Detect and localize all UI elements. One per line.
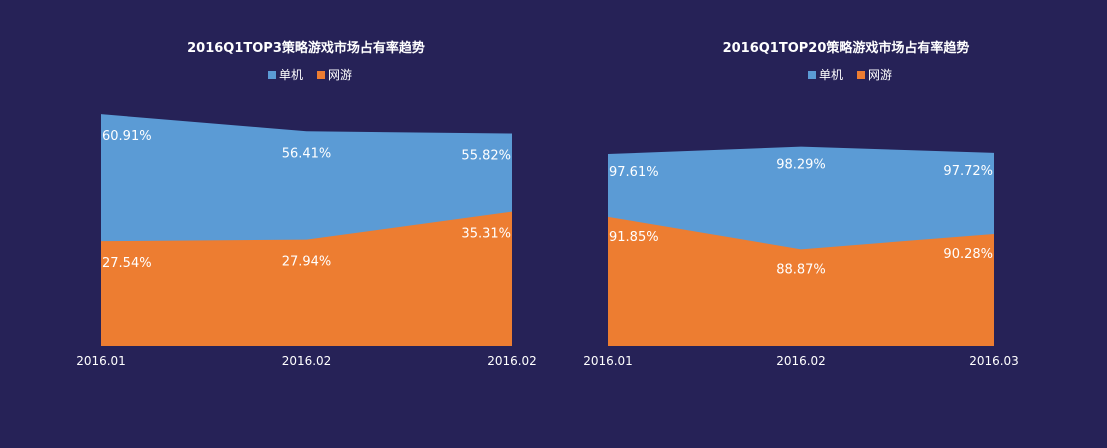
legend-label: 网游	[868, 68, 892, 82]
x-tick-label: 2016.02	[776, 354, 826, 368]
legend-swatch-standalone	[268, 71, 276, 79]
x-tick-label: 2016.02	[282, 354, 332, 368]
data-label-online: 90.28%	[943, 247, 993, 262]
legend-swatch-standalone	[808, 71, 816, 79]
chart-panel-top20: 2016Q1TOP20策略游戏市场占有率趋势单机 网游 97.61% 98.29% 97…	[566, 0, 1086, 448]
legend-swatch-online	[317, 71, 325, 79]
data-label-standalone: 97.72%	[943, 164, 993, 179]
x-tick-label: 2016.01	[76, 354, 126, 368]
legend-label: 网游	[328, 68, 352, 82]
area-series-online	[608, 216, 994, 346]
x-tick-label: 2016.03	[969, 354, 1019, 368]
chart-panel-top3: 2016Q1TOP3策略游戏市场占有率趋势单机 网游 60.91% 56.41% 55.…	[60, 0, 580, 448]
legend-swatch-online	[857, 71, 865, 79]
legend: 单机 网游	[268, 68, 352, 82]
chart-title: 2016Q1TOP3策略游戏市场占有率趋势	[187, 40, 425, 56]
chart-title: 2016Q1TOP20策略游戏市场占有率趋势	[723, 40, 970, 56]
legend: 单机 网游	[808, 68, 892, 82]
data-label-online: 27.54%	[102, 256, 152, 271]
data-label-standalone: 97.61%	[609, 165, 659, 180]
data-label-online: 88.87%	[776, 262, 826, 277]
data-label-online: 27.94%	[282, 255, 332, 270]
data-label-standalone: 56.41%	[282, 146, 332, 161]
data-label-online: 91.85%	[609, 230, 659, 245]
data-label-online: 35.31%	[461, 227, 511, 242]
x-tick-label: 2016.02	[487, 354, 537, 368]
area-series-online	[101, 211, 512, 346]
data-label-standalone: 60.91%	[102, 129, 152, 144]
data-label-standalone: 55.82%	[461, 149, 511, 164]
x-tick-label: 2016.01	[583, 354, 633, 368]
data-label-standalone: 98.29%	[776, 158, 826, 173]
legend-label: 单机	[279, 68, 303, 82]
legend-label: 单机	[819, 68, 843, 82]
